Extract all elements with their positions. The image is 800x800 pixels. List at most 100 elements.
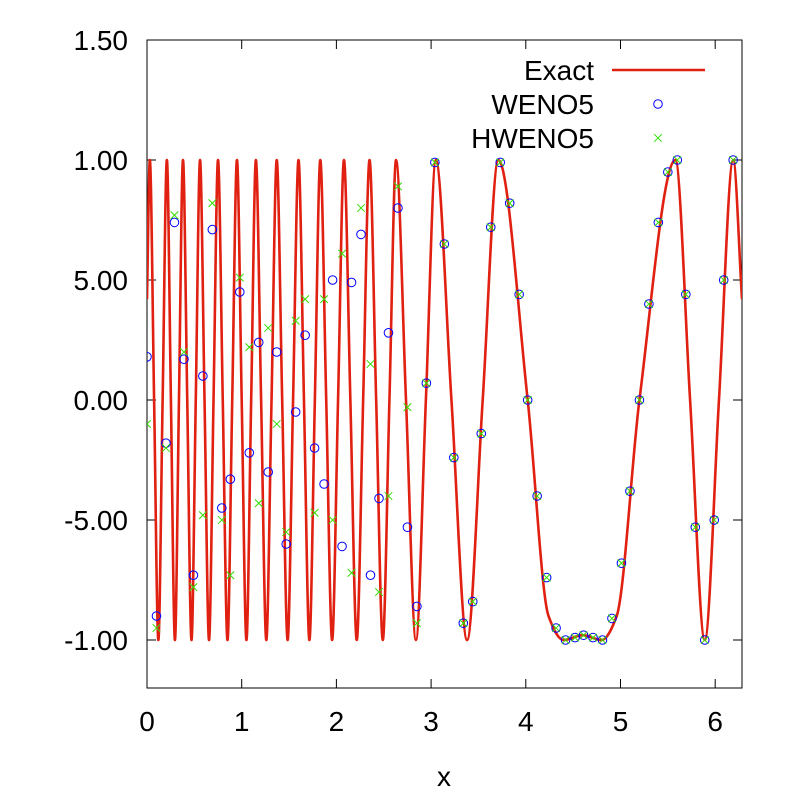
circle-marker [271, 347, 282, 357]
x-axis-label: x [437, 761, 451, 792]
circle-marker [504, 198, 515, 208]
cross-marker [412, 619, 422, 628]
cross-marker [403, 403, 412, 412]
cross-marker [208, 199, 217, 208]
cross-marker [422, 379, 431, 388]
circle-marker [412, 601, 422, 612]
circle-marker [356, 229, 366, 240]
cross-marker [147, 419, 152, 429]
circle-marker [578, 630, 589, 641]
x-tick-label: 5 [613, 706, 629, 737]
circle-marker [607, 613, 617, 624]
cross-marker [384, 491, 393, 501]
x-tick-label: 1 [234, 706, 250, 737]
cross-marker [673, 155, 682, 165]
cross-marker [272, 419, 281, 429]
x-tick-label: 3 [423, 706, 439, 737]
cross-marker [356, 203, 366, 213]
circle-marker [449, 452, 459, 463]
circle-marker [147, 352, 152, 362]
circle-marker [337, 541, 347, 552]
circle-marker [634, 395, 645, 405]
cross-marker [551, 623, 561, 633]
circle-marker [532, 491, 542, 501]
cross-marker [310, 508, 319, 517]
circle-marker [346, 277, 357, 288]
cross-marker [644, 299, 654, 309]
circle-marker [495, 157, 506, 168]
cross-marker [254, 499, 263, 508]
circle-marker [327, 275, 338, 285]
cross-marker [681, 290, 690, 299]
legend-swatch [653, 133, 663, 143]
legend-swatch [653, 99, 663, 109]
exact-line [147, 158, 742, 642]
circle-marker [672, 155, 683, 165]
circle-marker [467, 596, 478, 607]
cross-marker [179, 347, 189, 357]
cross-marker [523, 395, 532, 405]
circle-marker [393, 203, 403, 213]
cross-marker [430, 158, 440, 167]
circle-marker [616, 558, 627, 569]
cross-marker [691, 523, 700, 532]
cross-marker [542, 573, 551, 582]
cross-marker [719, 275, 728, 285]
x-tick-label: 4 [518, 706, 534, 737]
circle-marker [709, 515, 720, 525]
x-tick-label: 0 [139, 706, 155, 737]
y-tick-label: 1.00 [74, 145, 129, 176]
cross-marker [477, 429, 486, 438]
cross-marker [161, 443, 171, 453]
circle-marker [681, 289, 691, 300]
circle-marker [597, 635, 608, 645]
cross-marker [328, 515, 337, 525]
circle-marker [551, 623, 561, 633]
x-tick-label: 6 [707, 706, 723, 737]
cross-marker [515, 290, 524, 299]
cross-marker [654, 218, 663, 227]
circle-marker [439, 239, 450, 249]
cross-marker [579, 631, 588, 640]
cross-marker [440, 239, 449, 249]
cross-marker [635, 395, 644, 405]
y-tick-label: 0.00 [74, 385, 129, 416]
circle-marker [263, 467, 274, 477]
cross-marker [170, 211, 179, 220]
circle-marker [718, 275, 729, 285]
cross-marker [152, 623, 161, 633]
x-tick-label: 2 [329, 706, 345, 737]
circle-marker [625, 486, 635, 497]
circle-marker [179, 354, 189, 365]
circle-marker [319, 479, 329, 489]
y-tick-label: 1.50 [74, 25, 129, 56]
legend-label: HWENO5 [471, 123, 594, 154]
circle-marker [588, 632, 598, 643]
cross-marker [663, 167, 672, 177]
cross-marker [245, 343, 254, 352]
circle-marker [198, 371, 208, 381]
circle-marker [374, 493, 384, 504]
cross-marker [496, 158, 505, 167]
circle-marker [300, 330, 310, 341]
circle-marker [309, 443, 320, 453]
legend-label: WENO5 [491, 89, 594, 120]
circle-marker [402, 522, 413, 533]
circle-marker [699, 635, 710, 645]
circle-marker [458, 618, 469, 629]
circle-marker [728, 155, 738, 165]
y-tick-label: -5.00 [64, 505, 128, 536]
circle-marker [485, 222, 496, 232]
circle-marker [421, 378, 432, 389]
cross-marker [291, 316, 300, 325]
circle-marker [653, 217, 664, 228]
cross-marker [625, 487, 635, 496]
cross-marker [217, 515, 226, 525]
circle-marker [560, 635, 571, 645]
cross-marker [561, 635, 570, 645]
cross-marker [607, 614, 617, 623]
cross-marker [366, 359, 375, 369]
cross-marker [570, 633, 580, 642]
circle-marker [430, 157, 440, 168]
